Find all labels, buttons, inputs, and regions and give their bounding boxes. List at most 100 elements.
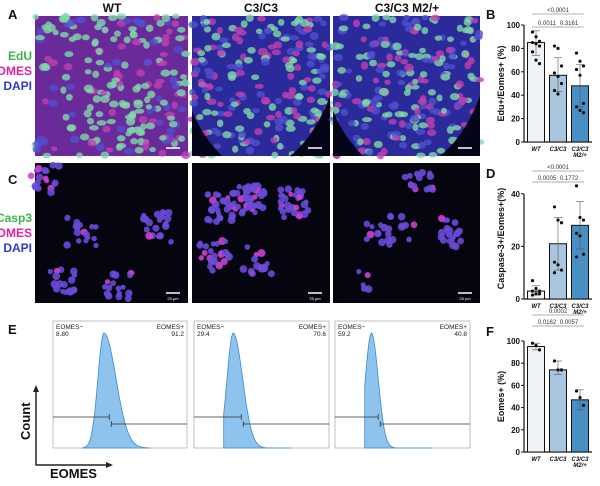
x-tick-label: C3/C3 [571, 457, 589, 463]
y-tick-label: 80 [511, 359, 520, 368]
y-tick-label: 40 [511, 190, 520, 199]
data-point [537, 292, 542, 296]
y-tick-label: 0 [516, 295, 521, 304]
data-point [578, 396, 582, 400]
stain-label-eomes: EOMES [0, 64, 32, 78]
scale-bar-label: 25 µm [309, 296, 321, 301]
flow-histogram-1: EOMES−29.4 EOMES+70.6 [193, 320, 330, 449]
data-point [530, 341, 535, 345]
stain-label-casp3: Casp3 [0, 211, 32, 225]
p-value: 0.0011 [538, 21, 557, 27]
stain-label-dapi: DAPI [3, 241, 32, 255]
gate-pos-value: 91.2 [171, 331, 184, 338]
data-point [581, 218, 586, 222]
x-tick-label: C3/C3 [549, 147, 567, 153]
p-value: <0.0001 [547, 8, 570, 14]
bar-0 [527, 346, 545, 453]
y-tick-label: 60 [511, 68, 520, 77]
data-point [537, 39, 542, 43]
flow-histogram-2: EOMES−59.2 EOMES+40.8 [334, 320, 471, 449]
flow-ylabel: Count [18, 402, 33, 440]
data-point [530, 289, 535, 293]
data-point [552, 359, 557, 363]
x-tick-label: WT [531, 304, 542, 310]
x-tick-label: WT [531, 147, 542, 153]
y-tick-label: 0 [516, 138, 521, 147]
y-axis-label: Caspase-3+/Eomes+(%) [496, 188, 506, 290]
p-value: 0.0002 [549, 309, 568, 315]
gate-pos-value: 40.8 [454, 331, 467, 338]
stain-label-dapi: DAPI [3, 79, 32, 93]
column-title-c3: C3/C3 [244, 1, 278, 15]
data-point [534, 292, 538, 296]
panel-label-f: F [486, 324, 494, 339]
data-point [578, 234, 582, 238]
x-tick-label-line2: M2/+ [573, 153, 587, 159]
x-tick-label: WT [531, 457, 542, 463]
y-tick-label: 40 [511, 404, 520, 413]
micrograph-edu-2 [328, 14, 485, 160]
x-tick-label: C3/C3 [571, 147, 589, 153]
p-value: 0.1772 [560, 176, 579, 182]
y-tick-label: 20 [511, 242, 520, 251]
data-point [581, 111, 586, 115]
panel-label-e: E [8, 322, 17, 337]
data-point [552, 88, 557, 93]
data-point [574, 389, 579, 393]
data-point [578, 73, 582, 77]
data-point [581, 64, 586, 68]
data-point [530, 50, 535, 54]
bar-1 [549, 369, 567, 453]
stain-label-eomes: EOMES [0, 226, 32, 240]
data-point [574, 67, 579, 72]
gate-pos-label: EOMES+ [440, 324, 467, 331]
data-point [578, 108, 582, 113]
data-point [556, 218, 560, 222]
data-point [530, 278, 535, 283]
micrograph-casp3-0: 25 µm [27, 161, 188, 303]
data-point [559, 268, 564, 272]
data-point [559, 81, 564, 86]
data-point [552, 44, 557, 48]
data-point [552, 260, 557, 264]
y-tick-label: 0 [516, 448, 521, 457]
data-point [578, 59, 582, 63]
x-tick-label-line2: M2/+ [573, 310, 587, 316]
y-axis-label: Edu+/Eomes+ (%) [496, 45, 506, 121]
flow-xlabel: EOMES [50, 466, 97, 481]
data-point [534, 42, 538, 46]
y-tick-label: 80 [511, 44, 520, 53]
gate-neg-value: 59.2 [338, 331, 351, 338]
stain-label-edu: EdU [8, 49, 32, 63]
gate-neg-value: 8.80 [56, 331, 69, 338]
data-point [552, 205, 557, 209]
y-tick-label: 20 [511, 115, 520, 124]
data-point [574, 255, 579, 259]
histogram-area [364, 332, 433, 449]
data-point [534, 58, 538, 62]
data-point [556, 368, 560, 372]
data-point [537, 289, 542, 293]
gate-neg-label: EOMES− [56, 324, 83, 331]
x-tick-label-line2: M2/+ [573, 463, 587, 469]
micrograph-casp3-1: 25 µm [192, 163, 330, 303]
y-axis-label: Eomes+ (%) [496, 371, 506, 422]
data-point [537, 348, 542, 352]
data-point [537, 62, 542, 66]
data-point [537, 44, 542, 48]
data-point [581, 101, 586, 105]
data-point [574, 231, 579, 235]
p-value: 0.0162 [538, 320, 557, 326]
panel-label-d: D [486, 166, 495, 181]
micrograph-edu-1 [187, 14, 334, 159]
data-point [574, 105, 579, 109]
micrograph-edu-0 [31, 12, 191, 160]
data-point [556, 92, 560, 96]
data-point [556, 74, 560, 79]
panel-label-c: C [8, 172, 18, 187]
p-value: 0.0057 [560, 320, 579, 326]
x-tick-label: C3/C3 [549, 457, 567, 463]
